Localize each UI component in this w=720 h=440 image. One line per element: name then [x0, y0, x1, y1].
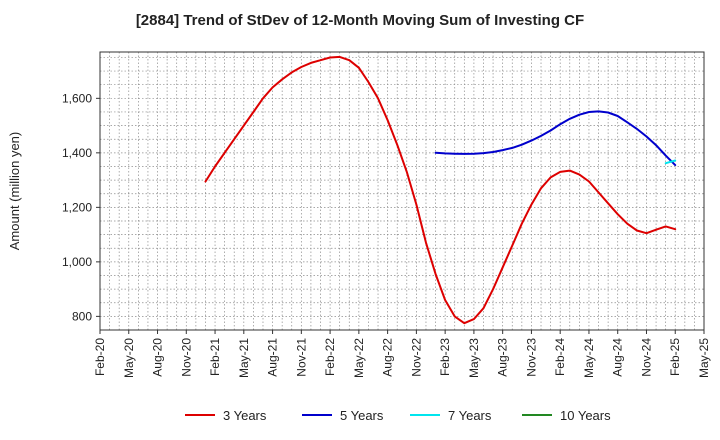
y-tick-label: 800 — [72, 309, 92, 323]
plot-area — [100, 52, 704, 330]
x-tick-label: Aug-20 — [151, 338, 165, 377]
x-tick-label: May-21 — [237, 338, 251, 378]
series-line-7-years — [664, 159, 677, 165]
series-line-3-years — [204, 55, 677, 325]
x-tick-label: Nov-23 — [524, 338, 538, 377]
y-tick-label: 1,600 — [62, 91, 92, 105]
x-tick-label: Feb-23 — [438, 338, 452, 376]
series-line-5-years — [434, 110, 677, 167]
y-tick-label: 1,400 — [62, 146, 92, 160]
y-tick-label: 1,200 — [62, 200, 92, 214]
x-tick-label: May-23 — [467, 338, 481, 378]
legend-label: 3 Years — [223, 408, 267, 423]
legend-label: 7 Years — [448, 408, 492, 423]
x-tick-label: Feb-20 — [93, 338, 107, 376]
x-tick-label: Nov-21 — [294, 338, 308, 377]
x-tick-label: Feb-22 — [323, 338, 337, 376]
legend-label: 5 Years — [340, 408, 384, 423]
x-tick-label: Aug-24 — [611, 338, 625, 377]
legend-item: 3 Years — [185, 408, 267, 423]
x-tick-label: Feb-24 — [553, 338, 567, 376]
x-tick-label: Aug-22 — [381, 338, 395, 377]
x-tick-label: May-24 — [582, 338, 596, 378]
plot-border — [99, 51, 705, 331]
x-tick-label: May-22 — [352, 338, 366, 378]
x-tick-label: Nov-24 — [639, 338, 653, 377]
legend-label: 10 Years — [560, 408, 611, 423]
x-tick-label: Feb-25 — [668, 338, 682, 376]
x-tick-label: Aug-23 — [496, 338, 510, 377]
x-tick-label: Nov-22 — [409, 338, 423, 377]
x-tick-label: Aug-21 — [266, 338, 280, 377]
y-axis-title: Amount (million yen) — [7, 132, 22, 251]
legend-item: 10 Years — [522, 408, 611, 423]
x-tick-label: Nov-20 — [179, 338, 193, 377]
y-tick-label: 1,000 — [62, 255, 92, 269]
legend-item: 5 Years — [302, 408, 384, 423]
chart-title: [2884] Trend of StDev of 12-Month Moving… — [135, 12, 585, 29]
x-tick-label: May-20 — [122, 338, 136, 378]
x-tick-label: May-25 — [697, 338, 711, 378]
x-tick-label: Feb-21 — [208, 338, 222, 376]
legend-item: 7 Years — [410, 408, 492, 423]
